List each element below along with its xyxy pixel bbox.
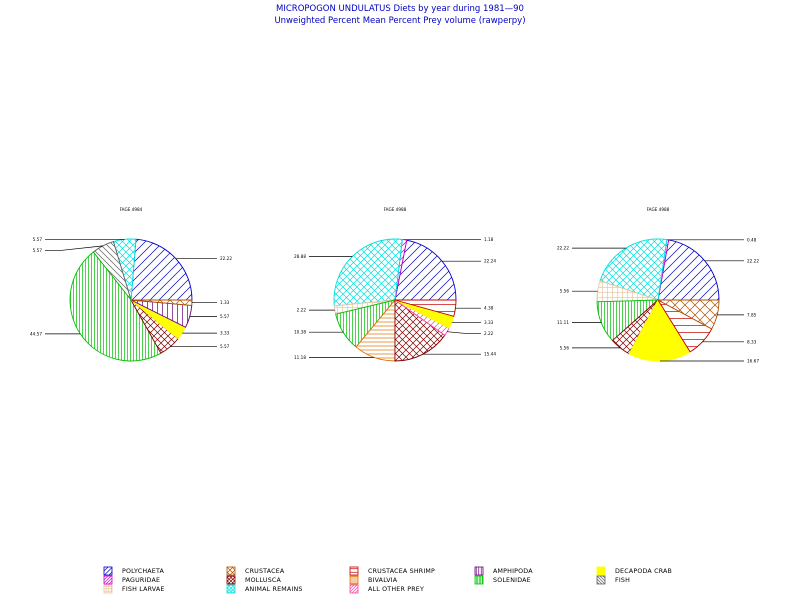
- legend-swatch: [349, 584, 359, 594]
- data-label: 8.33: [747, 339, 757, 344]
- data-label: 1.18: [484, 237, 494, 242]
- leader-line: [45, 245, 103, 251]
- data-label: 15.44: [484, 352, 496, 357]
- data-label: 22.22: [220, 256, 232, 261]
- legend-label: AMPHIPODA: [493, 568, 533, 575]
- pie-slice-animal_remains: [599, 238, 668, 301]
- legend-item-decapoda_crab: DECAPODA CRAB: [596, 566, 672, 576]
- legend-item-crustacea_shrimp: CRUSTACEA SHRIMP: [349, 566, 435, 576]
- chart-subtitle: Unweighted Percent Mean Percent Prey vol…: [274, 16, 526, 26]
- legend-item-paguridae: PAGURIDAE: [103, 575, 160, 585]
- legend-label: PAGURIDAE: [122, 577, 160, 584]
- pie-title: FAGE 4984: [120, 207, 143, 212]
- data-label: 10.38: [294, 330, 306, 335]
- pie-slice-polychaeta: [130, 238, 193, 301]
- legend-label: ANIMAL REMAINS: [245, 586, 303, 593]
- pie-chart-1: FAGE 4984 22.22 1.33 5.57 3.33 5.57 5.57 5.57 44…: [30, 207, 232, 362]
- legend-item-animal_remains: ANIMAL REMAINS: [226, 584, 303, 594]
- legend-swatch: [474, 566, 484, 576]
- pie-slice-decapoda_crab: [628, 299, 691, 362]
- data-label: 44.57: [30, 331, 42, 336]
- legend: POLYCHAETA CRUSTACEA CRUSTACEA SHRIMP AMPHI…: [103, 566, 672, 594]
- data-label: 11.11: [557, 320, 569, 325]
- data-label: 5.56: [560, 289, 570, 294]
- data-label: 3.33: [220, 331, 230, 336]
- legend-item-mollusca: MOLLUSCA: [226, 575, 281, 585]
- legend-swatch: [349, 566, 359, 576]
- legend-swatch: [226, 575, 236, 585]
- chart-title: MICROPOGON UNDULATUS Diets by year durin…: [276, 4, 524, 14]
- data-label: 2.22: [484, 331, 494, 336]
- data-label: 2.22: [297, 308, 307, 313]
- pie-slice-animal_remains: [333, 238, 403, 307]
- legend-label: SOLENIDAE: [493, 577, 531, 584]
- data-label: 1.33: [220, 300, 230, 305]
- legend-label: CRUSTACEA: [245, 568, 285, 575]
- legend-item-bivalvia: BIVALVIA: [349, 575, 398, 585]
- legend-label: FISH LARVAE: [122, 586, 165, 593]
- legend-swatch: [226, 566, 236, 576]
- data-label: 3.33: [484, 320, 494, 325]
- legend-item-amphipoda: AMPHIPODA: [474, 566, 533, 576]
- legend-swatch: [596, 575, 606, 585]
- legend-swatch: [103, 566, 113, 576]
- data-label: 5.56: [560, 345, 570, 350]
- leader-line: [447, 331, 481, 334]
- legend-item-solenidae: SOLENIDAE: [474, 575, 531, 585]
- pie-slice-crustacea: [657, 299, 720, 330]
- legend-swatch: [103, 584, 113, 594]
- legend-item-all_other_prey: ALL OTHER PREY: [349, 584, 424, 594]
- data-label: 16.67: [747, 358, 759, 363]
- data-label: 7.85: [747, 312, 757, 317]
- data-label: 5.57: [33, 237, 43, 242]
- legend-label: POLYCHAETA: [122, 568, 165, 575]
- data-label: 28.88: [294, 254, 306, 259]
- data-label: 5.57: [33, 248, 43, 253]
- legend-item-polychaeta: POLYCHAETA: [103, 566, 165, 576]
- pie-chart-3: FAGE 4988 0.48 22.22 7.85 8.33 16.67 22.22 5.56…: [557, 207, 759, 363]
- legend-label: FISH: [615, 577, 630, 584]
- legend-swatch: [596, 566, 606, 576]
- legend-item-crustacea: CRUSTACEA: [226, 566, 285, 576]
- legend-swatch: [349, 575, 359, 585]
- legend-item-fish: FISH: [596, 575, 630, 585]
- legend-swatch: [226, 584, 236, 594]
- legend-label: DECAPODA CRAB: [615, 568, 672, 575]
- data-label: 4.38: [484, 306, 494, 311]
- legend-label: ALL OTHER PREY: [368, 586, 424, 593]
- legend-label: MOLLUSCA: [245, 577, 281, 584]
- legend-swatch: [103, 575, 113, 585]
- data-label: 11.18: [294, 355, 306, 360]
- pie-chart-2: FAGE 4988 1.18 22.24 4.38 3.33 2.22 15.44 28.88…: [294, 207, 496, 362]
- pie-group: FAGE 4984 22.22 1.33 5.57 3.33 5.57 5.57 5.57 44…: [30, 207, 759, 363]
- data-label: 0.48: [747, 237, 757, 242]
- pie-title: FAGE 4988: [384, 207, 407, 212]
- legend-item-fish_larvae: FISH LARVAE: [103, 584, 165, 594]
- data-label: 5.57: [220, 344, 230, 349]
- data-label: 22.24: [484, 259, 496, 264]
- legend-label: BIVALVIA: [368, 577, 398, 584]
- data-label: 22.22: [747, 258, 759, 263]
- data-label: 5.57: [220, 314, 230, 319]
- pie-title: FAGE 4988: [647, 207, 670, 212]
- data-label: 22.22: [557, 246, 569, 251]
- legend-label: CRUSTACEA SHRIMP: [368, 568, 435, 575]
- pie-slice-polychaeta: [394, 239, 457, 301]
- legend-swatch: [474, 575, 484, 585]
